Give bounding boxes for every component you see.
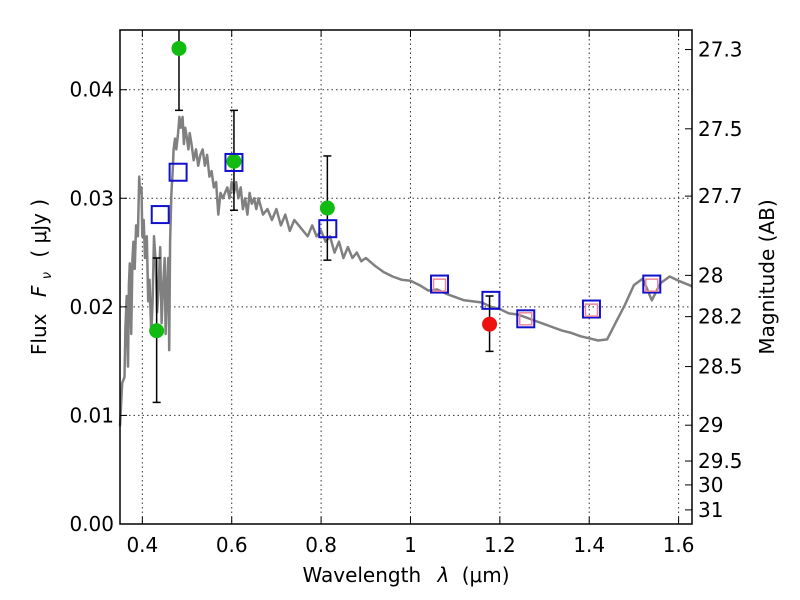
y2-tick-label: 31 bbox=[698, 498, 723, 522]
y-tick-label: 0.01 bbox=[69, 403, 114, 427]
y2-tick-label: 28.2 bbox=[698, 305, 743, 329]
blue-open-square-point bbox=[642, 274, 662, 294]
green-filled-circle-point bbox=[226, 153, 242, 169]
x-tick-label: 0.8 bbox=[305, 533, 337, 557]
axis-ticks: 0.4 0.6 0.8 1 1.2 1.4 1.6 0.00 0.01 0.02 0.03 0.04 2… bbox=[69, 30, 743, 557]
y2-axis-label: Magnitude (AB) bbox=[755, 199, 779, 354]
x-tick-label: 0.4 bbox=[126, 533, 158, 557]
y2-tick-label: 29 bbox=[698, 413, 723, 437]
y-tick-label: 0.04 bbox=[69, 78, 114, 102]
x-tick-label: 1.6 bbox=[663, 533, 695, 557]
y-axis-symbol: F bbox=[27, 285, 51, 297]
x-tick-label: 0.6 bbox=[216, 533, 248, 557]
pink-open-square-point bbox=[519, 312, 533, 326]
blue-open-square-point bbox=[581, 299, 601, 319]
plot-frame bbox=[119, 29, 693, 525]
x-axis-lambda: λ bbox=[437, 563, 450, 587]
red-filled-circle-point bbox=[482, 316, 498, 332]
pink-open-square-point bbox=[584, 303, 599, 317]
pink-open-square-point bbox=[645, 278, 659, 292]
green-filled-circle-point bbox=[319, 200, 335, 216]
y2-tick-label: 28 bbox=[698, 263, 723, 287]
x-axis-units: (μm) bbox=[462, 563, 510, 587]
blue-open-square-point bbox=[150, 205, 170, 225]
y-tick-label: 0.02 bbox=[69, 295, 114, 319]
x-axis-label: Wavelength λ (μm) bbox=[302, 563, 509, 587]
y2-tick-label: 27.7 bbox=[698, 184, 743, 208]
green-filled-circle-point bbox=[171, 40, 187, 56]
blue-open-square-point bbox=[318, 219, 338, 239]
green-filled-circle-point bbox=[149, 323, 165, 339]
grid bbox=[120, 30, 692, 524]
x-tick-label: 1.2 bbox=[484, 533, 516, 557]
y-axis-label: Flux F ν ( μJy ) bbox=[27, 199, 56, 355]
y2-tick-label: 27.5 bbox=[698, 117, 743, 141]
x-tick-label: 1 bbox=[404, 533, 417, 557]
y-axis-label-text: Flux bbox=[27, 313, 51, 355]
y-tick-label: 0.03 bbox=[69, 186, 114, 210]
y-tick-label: 0.00 bbox=[69, 512, 114, 536]
blue-open-square-point bbox=[516, 309, 536, 329]
y2-tick-label: 28.5 bbox=[698, 355, 743, 379]
y2-tick-label: 27.3 bbox=[698, 38, 743, 62]
data-points bbox=[149, 30, 662, 404]
y2-tick-label: 29.5 bbox=[698, 449, 743, 473]
blue-open-square-point bbox=[430, 274, 450, 294]
y2-tick-label: 30 bbox=[698, 473, 723, 497]
pink-open-square-point bbox=[432, 278, 447, 292]
y-axis-units: ( μJy ) bbox=[27, 199, 51, 258]
x-tick-label: 1.4 bbox=[573, 533, 605, 557]
x-axis-label-text: Wavelength bbox=[302, 563, 421, 587]
blue-open-square-point bbox=[481, 290, 501, 310]
blue-open-square-point bbox=[224, 152, 244, 172]
y-axis-subscript: ν bbox=[40, 272, 55, 279]
blue-open-square-point bbox=[168, 162, 188, 182]
